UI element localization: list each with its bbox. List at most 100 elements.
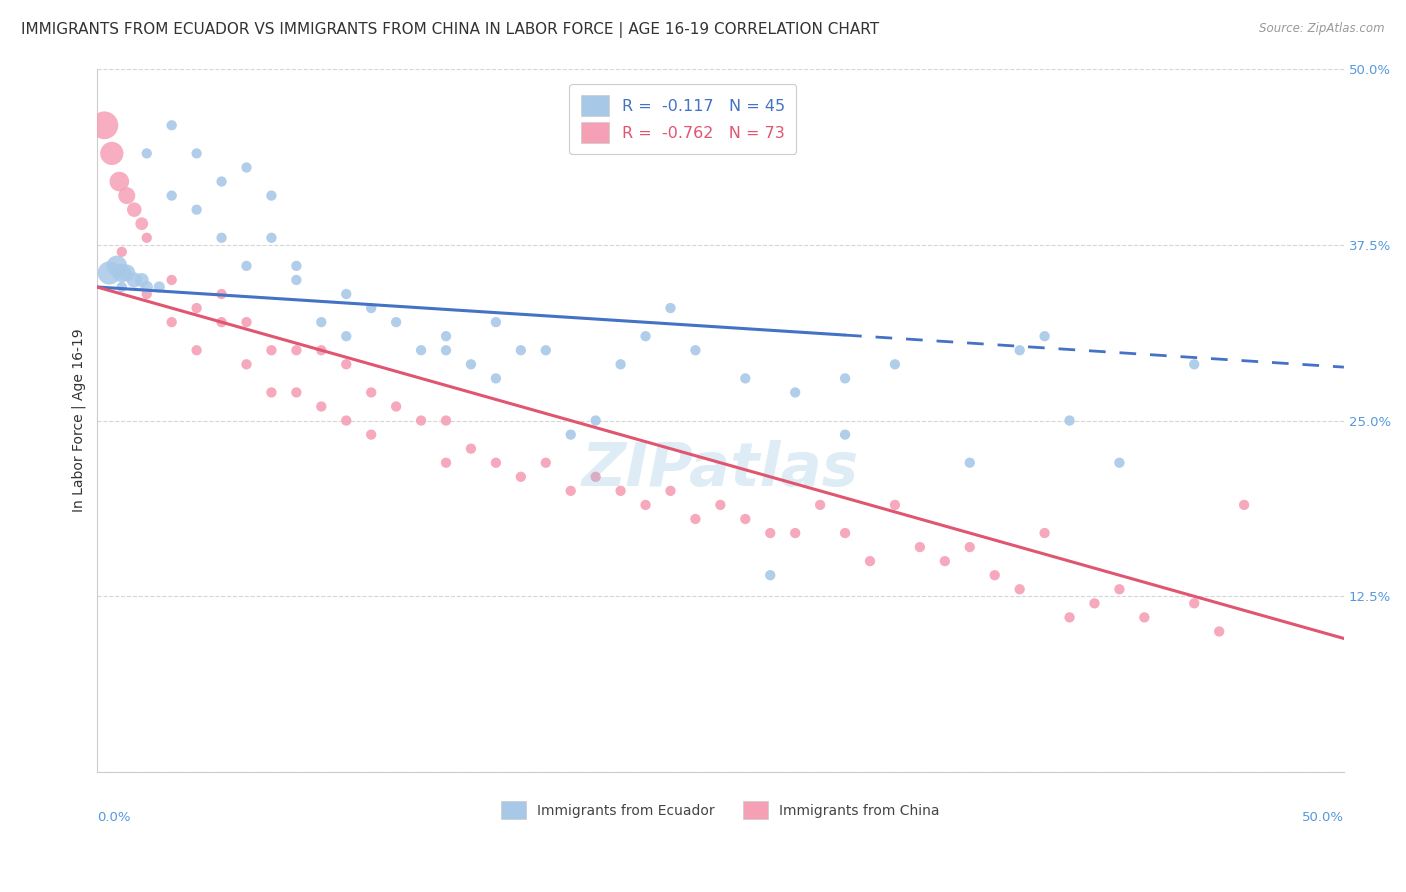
Point [285, 273, 308, 287]
Point [1108, 582, 1130, 597]
Point [585, 413, 607, 427]
Point [260, 231, 283, 245]
Point [609, 357, 631, 371]
Point [434, 413, 457, 427]
Point [335, 413, 357, 427]
Point [260, 188, 283, 202]
Point [235, 357, 257, 371]
Point [1108, 456, 1130, 470]
Point [834, 526, 856, 541]
Point [1059, 413, 1081, 427]
Text: IMMIGRANTS FROM ECUADOR VS IMMIGRANTS FROM CHINA IN LABOR FORCE | AGE 16-19 CORR: IMMIGRANTS FROM ECUADOR VS IMMIGRANTS FR… [21, 22, 879, 38]
Point [211, 315, 233, 329]
Point [1133, 610, 1156, 624]
Point [111, 280, 134, 294]
Point [759, 568, 782, 582]
Point [135, 231, 157, 245]
Point [1083, 596, 1105, 610]
Point [135, 287, 157, 301]
Point [834, 371, 856, 385]
Point [235, 259, 257, 273]
Point [1008, 582, 1031, 597]
Point [534, 343, 557, 358]
Point [111, 266, 134, 280]
Point [122, 273, 145, 287]
Point [385, 400, 408, 414]
Point [685, 343, 707, 358]
Point [485, 456, 508, 470]
Point [311, 400, 333, 414]
Point [108, 175, 131, 189]
Point [160, 273, 183, 287]
Point [211, 231, 233, 245]
Point [105, 259, 128, 273]
Point [1233, 498, 1256, 512]
Point [460, 357, 482, 371]
Point [709, 498, 731, 512]
Point [759, 526, 782, 541]
Point [560, 483, 582, 498]
Point [148, 280, 170, 294]
Point [260, 343, 283, 358]
Point [659, 301, 682, 315]
Text: 0.0%: 0.0% [97, 811, 131, 823]
Point [859, 554, 882, 568]
Point [211, 287, 233, 301]
Point [434, 329, 457, 343]
Point [211, 175, 233, 189]
Point [131, 217, 153, 231]
Point [884, 498, 907, 512]
Point [131, 273, 153, 287]
Point [560, 427, 582, 442]
Point [186, 343, 208, 358]
Point [186, 146, 208, 161]
Point [1182, 596, 1205, 610]
Point [186, 301, 208, 315]
Point [434, 343, 457, 358]
Point [1182, 357, 1205, 371]
Point [685, 512, 707, 526]
Point [808, 498, 831, 512]
Point [115, 188, 138, 202]
Point [1033, 526, 1056, 541]
Point [609, 483, 631, 498]
Point [186, 202, 208, 217]
Point [235, 315, 257, 329]
Point [959, 540, 981, 554]
Point [884, 357, 907, 371]
Point [360, 385, 382, 400]
Point [360, 301, 382, 315]
Point [135, 146, 157, 161]
Point [115, 266, 138, 280]
Point [160, 118, 183, 132]
Point [160, 188, 183, 202]
Point [285, 385, 308, 400]
Point [634, 498, 657, 512]
Point [434, 456, 457, 470]
Point [385, 315, 408, 329]
Point [122, 202, 145, 217]
Text: Source: ZipAtlas.com: Source: ZipAtlas.com [1260, 22, 1385, 36]
Point [285, 259, 308, 273]
Point [485, 371, 508, 385]
Point [285, 343, 308, 358]
Point [335, 329, 357, 343]
Point [409, 413, 432, 427]
Point [634, 329, 657, 343]
Point [834, 427, 856, 442]
Legend: Immigrants from Ecuador, Immigrants from China: Immigrants from Ecuador, Immigrants from… [496, 796, 945, 825]
Point [959, 456, 981, 470]
Text: 50.0%: 50.0% [1302, 811, 1344, 823]
Point [101, 146, 124, 161]
Point [98, 266, 121, 280]
Point [908, 540, 931, 554]
Point [460, 442, 482, 456]
Point [659, 483, 682, 498]
Point [785, 385, 807, 400]
Point [360, 427, 382, 442]
Point [1208, 624, 1230, 639]
Point [585, 470, 607, 484]
Point [260, 385, 283, 400]
Text: ZIPatlas: ZIPatlas [582, 441, 859, 500]
Point [311, 343, 333, 358]
